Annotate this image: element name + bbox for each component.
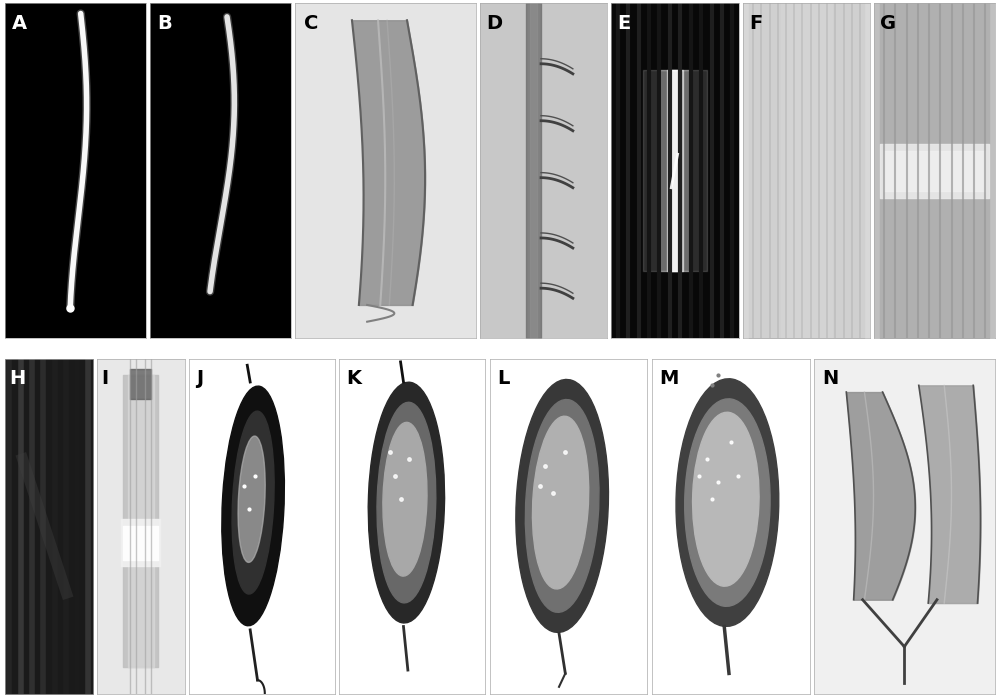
Text: H: H [9,369,26,388]
Ellipse shape [693,412,759,586]
Text: K: K [346,369,361,388]
Text: M: M [659,369,679,388]
Text: J: J [196,369,203,388]
Ellipse shape [516,379,608,632]
Ellipse shape [368,382,445,623]
Text: L: L [497,369,510,388]
Ellipse shape [676,378,779,627]
Text: A: A [12,13,27,33]
Text: D: D [486,13,502,33]
Ellipse shape [232,411,274,594]
Ellipse shape [222,386,284,626]
Ellipse shape [238,436,265,562]
Text: N: N [823,369,839,388]
Text: G: G [880,13,897,33]
Text: I: I [101,369,108,388]
Ellipse shape [377,402,436,603]
Text: C: C [304,13,318,33]
Ellipse shape [525,399,599,613]
Text: F: F [749,13,762,33]
Text: B: B [157,13,172,33]
Ellipse shape [532,416,589,589]
Ellipse shape [383,422,427,576]
Ellipse shape [685,399,770,606]
Text: E: E [618,13,631,33]
